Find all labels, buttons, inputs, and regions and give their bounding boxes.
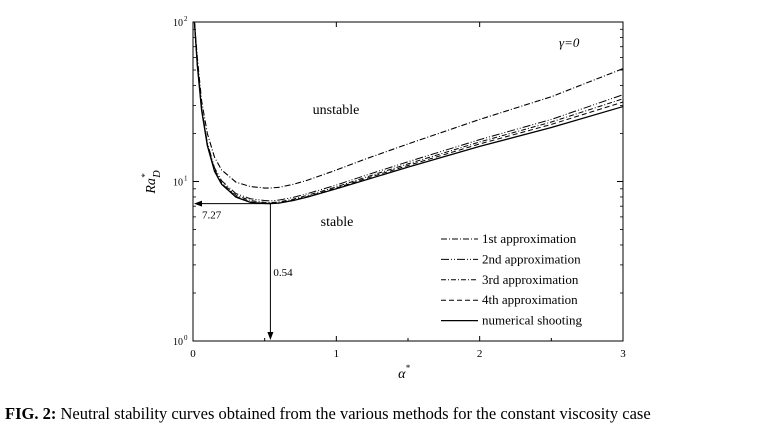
vertical-arrow-head: [267, 332, 274, 340]
x-tick-label: 2: [477, 348, 483, 360]
y-tick-exponent: 0: [184, 334, 188, 342]
gamma-annotation: γ=0: [559, 35, 580, 50]
x-tick-label: 3: [620, 348, 626, 360]
min-ra-label: 7.27: [202, 210, 222, 222]
horizontal-arrow-head: [194, 200, 202, 207]
figure-caption: FIG. 2: Neutral stability curves obtaine…: [5, 404, 771, 424]
legend-label-3: 3rd approximation: [482, 272, 579, 287]
y-axis-label: Ra* D: [140, 170, 163, 195]
series-line-1: [193, 21, 624, 189]
y-tick-exponent: 2: [184, 15, 188, 23]
y-axis-label-symbol: Ra: [144, 178, 159, 195]
y-tick-label: 10: [173, 178, 183, 189]
legend-label-5: numerical shooting: [482, 313, 583, 328]
x-axis-label-star: *: [405, 363, 410, 373]
min-alpha-label: 0.54: [273, 267, 293, 279]
figure-caption-text: Neutral stability curves obtained from t…: [60, 404, 651, 423]
legend-label-2: 2nd approximation: [482, 251, 581, 266]
x-tick-label: 1: [334, 348, 340, 360]
y-tick-label: 10: [173, 18, 183, 29]
x-axis-label: α*: [398, 363, 410, 382]
y-tick-exponent: 1: [184, 175, 188, 183]
y-axis-label-star: *: [140, 173, 150, 178]
unstable-region-label: unstable: [313, 103, 360, 118]
legend-label-1: 1st approximation: [482, 231, 577, 246]
x-tick-label: 0: [190, 348, 196, 360]
x-axis-label-symbol: α: [398, 367, 406, 382]
stable-region-label: stable: [321, 215, 354, 230]
y-tick-label: 10: [173, 337, 183, 348]
y-axis-label-subscript: D: [152, 170, 163, 179]
legend-label-4: 4th approximation: [482, 292, 578, 307]
figure-caption-label: FIG. 2:: [5, 404, 57, 423]
